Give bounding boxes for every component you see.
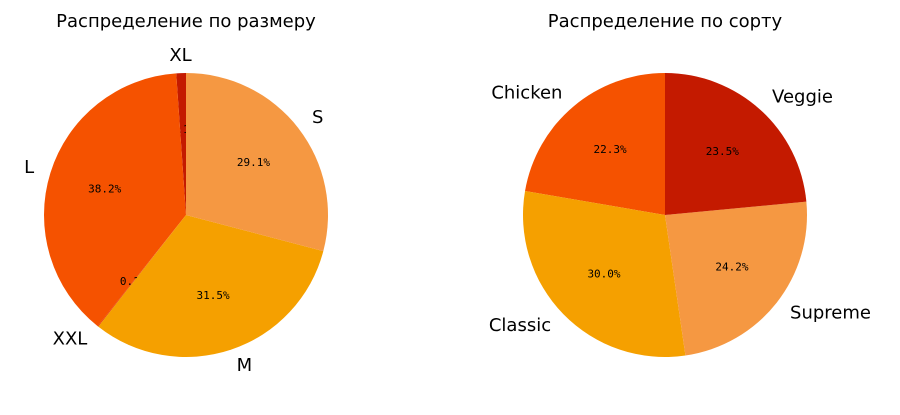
slice-label: XXL — [53, 329, 88, 350]
value-label: 29.1% — [237, 156, 270, 169]
pie-slice — [97, 215, 186, 327]
value-label: 30.0% — [587, 267, 620, 280]
slice-label: Chicken — [491, 82, 562, 103]
pie-slice — [525, 73, 665, 215]
slice-label: S — [312, 107, 323, 128]
pie-slice — [176, 73, 186, 215]
slice-label: L — [24, 157, 34, 178]
pie-slice — [523, 191, 686, 357]
value-label: 24.2% — [715, 261, 748, 274]
slice-label: Veggie — [772, 86, 833, 107]
slice-label: M — [237, 355, 253, 376]
pie-slice — [98, 215, 324, 357]
pie-slice — [665, 201, 807, 356]
chart-title: Распределение по сорту — [548, 11, 783, 32]
value-label: 23.5% — [706, 145, 739, 158]
chart-title: Распределение по размеру — [56, 11, 316, 32]
pie-slice — [186, 72, 328, 252]
slice-label: XL — [169, 45, 191, 66]
value-label: 22.3% — [594, 143, 627, 156]
pie-slice — [44, 73, 186, 327]
value-label: 31.5% — [197, 289, 230, 302]
slice-label: Classic — [489, 315, 551, 336]
slice-label: Supreme — [790, 302, 871, 323]
pie-slice — [665, 73, 807, 215]
value-label: 38.2% — [88, 183, 121, 196]
